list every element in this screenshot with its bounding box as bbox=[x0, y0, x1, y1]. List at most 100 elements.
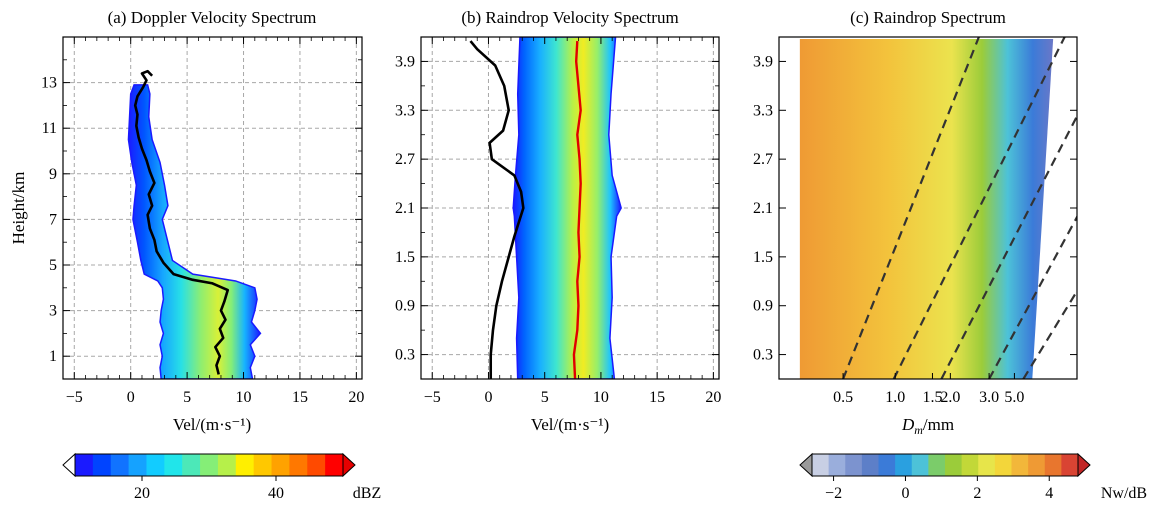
y-tick-label: 0.9 bbox=[395, 298, 415, 315]
colorbar-segment bbox=[271, 454, 290, 476]
colorbar-arrow-low bbox=[799, 452, 813, 478]
y-tick-label: 3.9 bbox=[395, 53, 415, 70]
colorbar-segment bbox=[878, 454, 896, 476]
panel-c: 0.5 1.0 1.52.0 3.0 5.00.30.91.52.12.73.33.9 … bbox=[753, 36, 1078, 437]
colorbar-segment bbox=[861, 454, 879, 476]
y-tick-label: 3 bbox=[49, 303, 57, 320]
panel-c-xlabel-main: D bbox=[901, 415, 915, 434]
panel-a-ylabel: Height/km bbox=[9, 172, 28, 245]
colorbar-frame bbox=[811, 453, 1079, 477]
panel-a-mean-velocity-line bbox=[133, 69, 230, 375]
y-tick-label: 13 bbox=[41, 75, 57, 92]
y-tick-label: 9 bbox=[49, 166, 57, 183]
panel-a-spectrum-band bbox=[127, 84, 262, 379]
colorbar-segment bbox=[978, 454, 996, 476]
x-tick-label: −5 bbox=[424, 389, 441, 406]
x-tick-label: 15 bbox=[292, 389, 308, 406]
x-tick-label: 5 bbox=[541, 389, 549, 406]
colorbar-segment bbox=[828, 454, 846, 476]
panel-a-xlabel: Vel/(m·s⁻¹) bbox=[173, 415, 251, 434]
panel-b-ticks: −5 0 5 10 15 20 0.3 0.9 1.5 2.1 2.7 3.3 3.9 bbox=[395, 37, 721, 406]
colorbar-right-unit: Nw/dB bbox=[1101, 485, 1147, 502]
colorbar-segment bbox=[1044, 454, 1062, 476]
panel-b-xlabel: Vel/(m·s⁻¹) bbox=[531, 415, 609, 434]
colorbar-arrow-low bbox=[62, 452, 76, 478]
y-tick-label: 3.3 bbox=[753, 102, 773, 119]
colorbar-tick-label: 4 bbox=[1045, 485, 1053, 502]
y-tick-label: 3.9 bbox=[753, 53, 773, 70]
x-tick-label: 5 bbox=[183, 389, 191, 406]
x-tick-label: 1.5 bbox=[922, 389, 942, 406]
colorbar-segment bbox=[110, 454, 130, 476]
colorbar-segment bbox=[845, 454, 863, 476]
dm-dashed-line bbox=[940, 113, 1077, 379]
y-tick-label: 1.5 bbox=[753, 249, 773, 266]
y-tick-label: 3.3 bbox=[395, 102, 415, 119]
y-tick-label: 1.5 bbox=[395, 249, 415, 266]
colorbar-segment bbox=[146, 454, 165, 476]
colorbar-segment bbox=[92, 454, 112, 476]
y-tick-label: 2.7 bbox=[753, 151, 773, 168]
colorbar-segment bbox=[1061, 454, 1079, 476]
x-tick-label: 0 bbox=[127, 389, 135, 406]
colorbar-segment bbox=[128, 454, 147, 476]
panel-c-xlabel-sub: m bbox=[914, 423, 923, 437]
colorbar-segment bbox=[253, 454, 273, 476]
panel-a-frame bbox=[62, 36, 363, 380]
x-tick-label: 0.5 bbox=[833, 389, 853, 406]
dm-dashed-line bbox=[892, 37, 1066, 379]
colorbar-left-unit: dBZ bbox=[353, 485, 381, 502]
colorbar-segment bbox=[911, 454, 929, 476]
colorbar-frame bbox=[74, 453, 344, 477]
colorbar-tick-label: 0 bbox=[901, 485, 909, 502]
y-tick-label: 2.7 bbox=[395, 151, 415, 168]
colorbar-segment bbox=[307, 454, 326, 476]
y-tick-label: 5 bbox=[49, 257, 57, 274]
y-tick-label: 0.3 bbox=[753, 347, 773, 364]
y-tick-label: 7 bbox=[49, 211, 57, 228]
y-tick-label: 11 bbox=[42, 120, 57, 137]
x-tick-label: 3.0 bbox=[979, 389, 999, 406]
panel-c-spectrum-area bbox=[799, 39, 1054, 379]
x-tick-label: −5 bbox=[66, 389, 83, 406]
colorbar-segment bbox=[945, 454, 963, 476]
colorbar-segment bbox=[182, 454, 201, 476]
colorbar-segment bbox=[928, 454, 946, 476]
colorbar-tick-label: −2 bbox=[825, 485, 842, 502]
panel-c-xlabel: Dm/mm bbox=[901, 415, 954, 437]
x-tick-label: 10 bbox=[593, 389, 609, 406]
colorbar-tick-label: 40 bbox=[268, 485, 284, 502]
panel-c-title: (c) Raindrop Spectrum bbox=[850, 8, 1006, 27]
panel-b-spectrum-band bbox=[512, 37, 622, 379]
panel-c-ticks: 0.5 1.0 1.52.0 3.0 5.00.30.91.52.12.73.33.9 bbox=[753, 53, 1077, 406]
colorbar-segment bbox=[812, 454, 830, 476]
colorbar-segment bbox=[217, 454, 237, 476]
colorbar-segment bbox=[994, 454, 1012, 476]
panel-b-left-profile bbox=[469, 40, 525, 379]
x-tick-label: 0 bbox=[484, 389, 492, 406]
dm-dashed-line bbox=[1022, 289, 1077, 379]
dm-dashed-line bbox=[842, 37, 980, 379]
panel-c-dashed-lines bbox=[842, 37, 1077, 379]
y-tick-label: 0.9 bbox=[753, 298, 773, 315]
x-tick-label: 1.0 bbox=[885, 389, 905, 406]
colorbar-left: 20 40 bbox=[62, 452, 356, 502]
colorbar-right: −2 0 2 4 bbox=[799, 452, 1091, 502]
x-tick-label: 10 bbox=[236, 389, 252, 406]
panel-b: −5 0 5 10 15 20 0.3 0.9 1.5 2.1 2.7 3.3 3.9 Vel/(m·s… bbox=[395, 36, 721, 434]
x-tick-label: 20 bbox=[348, 389, 364, 406]
colorbar-segment bbox=[200, 454, 219, 476]
y-tick-label: 2.1 bbox=[395, 200, 415, 217]
dm-dashed-line bbox=[988, 214, 1077, 379]
x-tick-label: 15 bbox=[649, 389, 665, 406]
colorbar-segment bbox=[75, 454, 94, 476]
colorbar-arrow-high bbox=[1077, 452, 1091, 478]
y-tick-label: 1 bbox=[49, 348, 57, 365]
x-tick-label: 5.0 bbox=[1004, 389, 1024, 406]
colorbar-tick-label: 20 bbox=[134, 485, 150, 502]
colorbar-arrow-high bbox=[342, 452, 356, 478]
colorbar-segment bbox=[961, 454, 979, 476]
panel-b-title: (b) Raindrop Velocity Spectrum bbox=[461, 8, 678, 27]
